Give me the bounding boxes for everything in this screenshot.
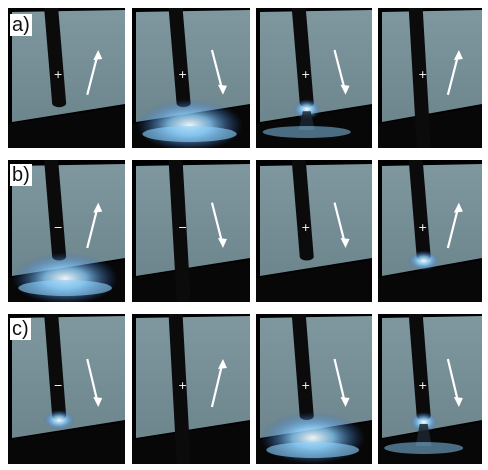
frame-b-4: +	[378, 160, 482, 302]
row-label: b)	[10, 164, 32, 186]
polarity-label: +	[178, 379, 187, 392]
frame-c-1: −	[8, 314, 125, 464]
frame-image: −	[132, 160, 250, 302]
arrow-up-icon	[446, 50, 463, 96]
frame-b-2: −	[132, 160, 250, 302]
polarity-label: +	[301, 68, 310, 81]
polarity-label: +	[301, 221, 310, 234]
row-label: c)	[10, 318, 31, 340]
frame-b-3: +	[256, 160, 372, 302]
frame-a-2: +	[132, 8, 250, 148]
polarity-label: +	[418, 379, 427, 392]
polarity-label: −	[54, 379, 63, 392]
polarity-label: +	[178, 68, 187, 81]
polarity-label: −	[178, 221, 187, 234]
arrow-down-icon	[333, 358, 350, 407]
arrow-down-icon	[333, 49, 350, 95]
frame-image: +	[256, 8, 372, 148]
frame-c-3: +	[256, 314, 372, 464]
row-label: a)	[10, 14, 32, 36]
frame-image: +	[132, 8, 250, 148]
arrow-down-icon	[210, 49, 227, 95]
frame-image: +	[378, 160, 482, 302]
frame-image: +	[132, 314, 250, 464]
frame-image: −	[8, 314, 125, 464]
arrow-down-icon	[333, 202, 350, 249]
frame-c-4: +	[378, 314, 482, 464]
frame-image: +	[256, 160, 372, 302]
frame-b-1: −	[8, 160, 125, 302]
arrow-up-icon	[86, 50, 103, 96]
polarity-label: +	[418, 68, 427, 81]
frame-image: −	[8, 160, 125, 302]
frame-a-4: +	[378, 8, 482, 148]
arrow-down-icon	[86, 358, 103, 407]
arrow-down-icon	[446, 358, 463, 407]
polarity-label: +	[418, 221, 427, 234]
frame-a-3: +	[256, 8, 372, 148]
frame-c-2: +	[132, 314, 250, 464]
frame-image: +	[378, 8, 482, 148]
arrow-down-icon	[210, 202, 227, 249]
polarity-label: +	[54, 68, 63, 81]
polarity-label: +	[301, 379, 310, 392]
arrow-up-icon	[210, 359, 227, 408]
arrow-up-icon	[86, 202, 103, 249]
frame-image: +	[378, 314, 482, 464]
frame-image: +	[256, 314, 372, 464]
polarity-label: −	[54, 221, 63, 234]
arrow-up-icon	[446, 202, 463, 249]
